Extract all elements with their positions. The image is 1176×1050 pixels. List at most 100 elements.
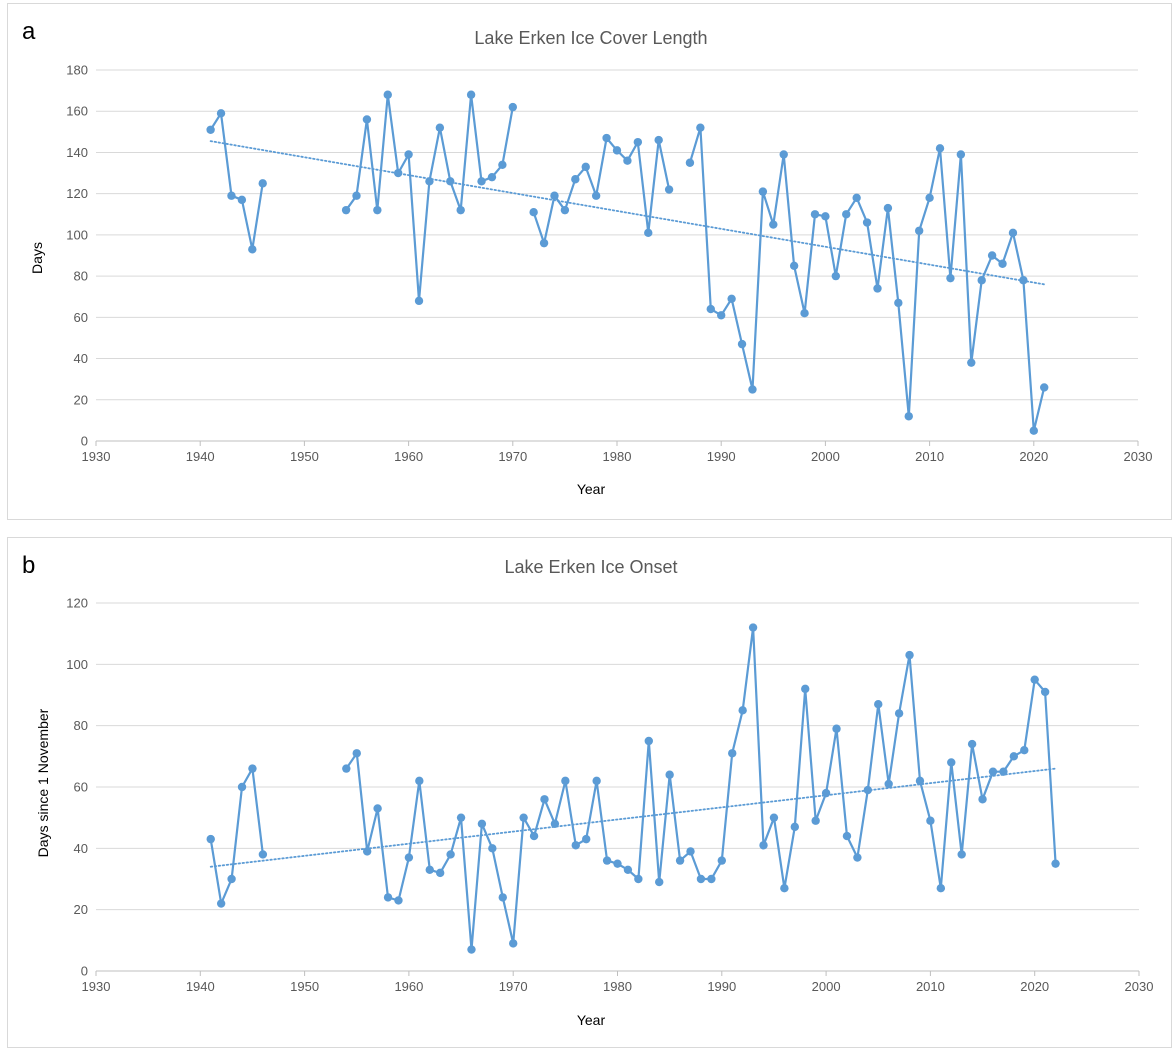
chart-b-data-point: [394, 896, 403, 905]
chart-b-ytick-label: 100: [66, 657, 88, 672]
chart-a-data-point: [644, 228, 653, 238]
chart-a-data-point: [414, 296, 424, 306]
chart-b-data-point: [248, 764, 257, 773]
chart-a-xtick-label: 1970: [498, 449, 527, 464]
chart-b-data-point: [1020, 746, 1029, 755]
chart-a-data-point: [789, 261, 799, 271]
chart-a-data-point: [946, 273, 955, 283]
chart-b-data-point: [957, 850, 966, 859]
chart-a-data-point: [664, 185, 674, 194]
chart-a-data-point: [550, 191, 559, 200]
chart-a-data-point: [831, 271, 841, 281]
chart-a-data-point: [435, 123, 445, 132]
chart-a-data-point: [571, 175, 580, 184]
chart-b-data-point: [801, 684, 810, 694]
chart-b-data-point: [582, 834, 591, 844]
chart-a-ytick-label: 80: [74, 269, 88, 284]
chart-a-data-point: [362, 115, 372, 124]
chart-a-data-point: [216, 109, 226, 118]
chart-b-data-point: [1009, 752, 1019, 761]
chart-a-data-point: [904, 412, 913, 421]
chart-b-data-point: [446, 850, 455, 859]
chart-b-data-point: [696, 874, 706, 884]
chart-b-xtick-label: 2030: [1125, 979, 1154, 994]
chart-b-ytick-label: 120: [66, 596, 88, 611]
chart-b-data-point: [748, 623, 758, 632]
chart-b-data-point: [467, 945, 476, 954]
chart-a-data-point: [779, 150, 788, 159]
chart-b-data-point: [947, 758, 956, 767]
chart-b-data-point: [404, 853, 414, 862]
chart-b-trendline: [209, 767, 1057, 868]
chart-b-data-point: [926, 816, 935, 825]
chart-a-data-point: [352, 191, 361, 200]
chart-b-data-point: [634, 874, 643, 884]
chart-a-xtick-label: 1980: [603, 449, 632, 464]
chart-b-data-point: [999, 767, 1008, 776]
chart-a-ytick-label: 180: [66, 63, 88, 78]
chart-b-data-point: [1040, 687, 1050, 697]
chart-a-data-point: [956, 150, 966, 159]
chart-a-xtick-label: 1930: [82, 449, 111, 464]
chart-a-data-point: [977, 276, 986, 285]
chart-panel-a: a Lake Erken Ice Cover Length Year Days …: [7, 3, 1172, 520]
chart-a-xlabel: Year: [577, 481, 606, 497]
chart-a-data-point: [446, 177, 455, 186]
chart-a-data-point: [341, 205, 351, 215]
chart-a-series-line: [688, 126, 1046, 432]
chart-b-data-point: [498, 893, 507, 902]
chart-b-data-point: [655, 877, 664, 887]
chart-a-data-point: [612, 146, 622, 155]
chart-b-xtick-label: 1970: [499, 979, 528, 994]
chart-b-data-point: [874, 700, 883, 709]
chart-b-data-point: [435, 868, 445, 878]
chart-b-ylabel: Days since 1 November: [35, 708, 51, 857]
chart-a-xtick-label: 1950: [290, 449, 319, 464]
chart-a-data-point: [1019, 276, 1028, 285]
chart-a-data-point: [852, 193, 861, 202]
chart-b-xtick-label: 1940: [186, 979, 215, 994]
panel-label-a: a: [22, 18, 36, 45]
chart-a-data-point: [373, 205, 382, 215]
chart-b-title: Lake Erken Ice Onset: [504, 557, 677, 577]
chart-b-xtick-label: 1930: [82, 979, 111, 994]
chart-b-data-point: [216, 899, 226, 908]
chart-a-data-point: [539, 238, 549, 248]
chart-b-data-point: [675, 856, 685, 865]
chart-a-ytick-label: 100: [66, 227, 88, 242]
chart-b-data-point: [967, 739, 977, 749]
chart-a-ytick-label: 0: [81, 434, 88, 449]
chart-a-xtick-label: 1990: [707, 449, 736, 464]
chart-a-data-point: [894, 298, 903, 308]
chart-b-xtick-label: 1960: [394, 979, 423, 994]
chart-a-data-point: [393, 168, 403, 178]
chart-b-xtick-label: 1990: [707, 979, 736, 994]
panel-label-b: b: [22, 552, 36, 579]
chart-a-data-point: [810, 210, 820, 219]
chart-a-data-point: [987, 251, 997, 260]
chart-b-data-point: [915, 776, 925, 786]
chart-b-data-point: [884, 779, 893, 789]
chart-b-data-point: [227, 874, 236, 884]
chart-b-data-point: [415, 776, 424, 786]
chart-a-data-point: [602, 133, 611, 143]
chart-b-data-point: [342, 764, 351, 773]
chart-b-data-point: [258, 850, 268, 859]
chart-b-data-point: [383, 893, 393, 902]
chart-a-data-point: [737, 339, 747, 349]
chart-b-ytick-label: 20: [74, 902, 88, 917]
chart-b-data-point: [686, 847, 695, 856]
chart-a-data-point: [466, 90, 476, 99]
chart-a-ylabel: Days: [29, 242, 45, 274]
chart-b-data-point: [853, 853, 862, 862]
chart-a-data-point: [696, 123, 705, 132]
chart-a-series-line: [345, 93, 514, 302]
chart-a-data-point: [967, 358, 976, 367]
chart-a-data-point: [1029, 426, 1038, 435]
chart-b-data-point: [1051, 859, 1060, 868]
chart-b-data-point: [456, 813, 466, 822]
chart-a-data-point: [248, 245, 257, 254]
chart-a-data-point: [842, 210, 851, 219]
chart-a-xtick-label: 1960: [394, 449, 423, 464]
chart-a-data-point: [1040, 383, 1049, 392]
